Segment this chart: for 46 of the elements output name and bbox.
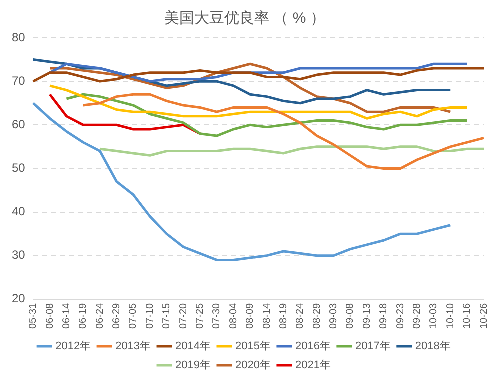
- y-tick-label: 40: [12, 204, 26, 219]
- x-tick-label: 08-04: [228, 302, 240, 329]
- legend-label: 2015年: [236, 340, 271, 353]
- x-tick-label: 09-03: [328, 302, 340, 329]
- legend-label: 2016年: [295, 340, 331, 353]
- x-tick-label: 08-24: [295, 302, 306, 329]
- x-tick-label: 10-16: [462, 302, 474, 329]
- x-tick-label: 08-14: [262, 302, 273, 329]
- x-tick-label: 07-25: [195, 302, 206, 329]
- x-tick-label: 09-23: [395, 302, 406, 329]
- x-tick-label: 10-03: [428, 302, 440, 329]
- y-tick-label: 20: [12, 292, 26, 306]
- x-tick-label: 07-05: [128, 302, 140, 329]
- chart-title: 美国大豆优良率 （ % ）: [164, 10, 326, 28]
- x-tick-label: 10-26: [478, 302, 490, 329]
- legend-label: 2021年: [295, 360, 331, 372]
- x-tick-label: 08-29: [312, 302, 323, 329]
- legend-label: 2018年: [415, 340, 451, 353]
- legend-label: 2020年: [236, 360, 271, 372]
- x-tick-label: 09-13: [362, 302, 373, 329]
- x-tick-label: 10-10: [445, 302, 456, 329]
- x-tick-label: 09-28: [412, 302, 423, 329]
- legend-label: 2019年: [176, 360, 212, 372]
- x-tick-label: 07-20: [178, 302, 190, 329]
- y-tick-label: 70: [12, 74, 26, 88]
- y-tick-label: 30: [12, 248, 26, 262]
- x-tick-label: 07-15: [162, 302, 173, 329]
- x-tick-label: 07-30: [212, 302, 223, 329]
- x-tick-label: 07-10: [144, 302, 156, 329]
- x-tick-label: 06-08: [44, 302, 56, 329]
- x-tick-label: 09-08: [345, 302, 356, 329]
- x-tick-label: 09-18: [378, 302, 390, 329]
- x-tick-label: 05-31: [28, 302, 40, 329]
- x-tick-label: 06-29: [112, 302, 123, 329]
- y-tick-label: 80: [12, 30, 26, 44]
- y-tick-label: 50: [12, 161, 26, 176]
- legend-label: 2014年: [176, 340, 212, 353]
- x-tick-label: 06-24: [94, 302, 106, 329]
- x-tick-label: 06-14: [61, 302, 72, 329]
- legend-label: 2012年: [56, 340, 92, 353]
- x-tick-label: 08-09: [245, 302, 256, 329]
- y-tick-label: 60: [12, 117, 26, 132]
- legend-label: 2017年: [355, 340, 391, 353]
- x-tick-label: 06-19: [78, 302, 90, 329]
- x-tick-label: 08-19: [278, 302, 290, 329]
- legend-label: 2013年: [116, 340, 152, 353]
